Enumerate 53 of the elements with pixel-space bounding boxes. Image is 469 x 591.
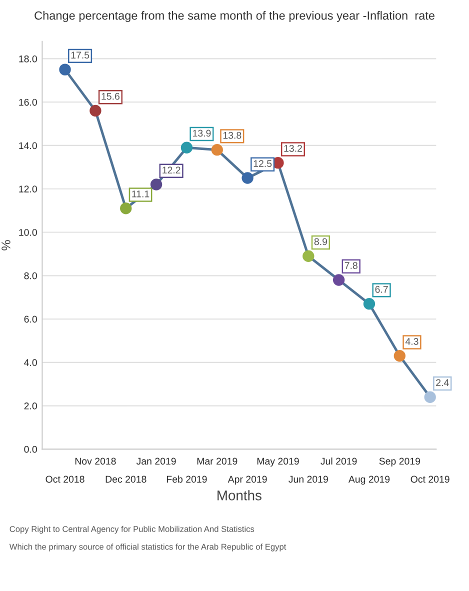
x-tick-label: Sep 2019 — [379, 458, 420, 467]
x-tick-label: Jan 2019 — [136, 458, 176, 465]
point — [120, 202, 132, 214]
data-label: 4.3 — [405, 338, 418, 345]
x-axis-title: Months — [218, 490, 262, 500]
data-label: 2.4 — [436, 379, 449, 386]
point — [90, 104, 102, 117]
data-label: 7.8 — [344, 262, 358, 269]
point — [242, 172, 254, 184]
y-tick-label: 16.0 — [19, 98, 37, 106]
y-tick-label: 4.0 — [24, 359, 37, 366]
data-label: 13.2 — [284, 144, 302, 152]
point — [363, 298, 376, 310]
y-tick-label: 18.0 — [19, 55, 37, 62]
data-label: 11.1 — [132, 190, 150, 198]
data-label: 8.9 — [314, 238, 328, 246]
x-tick-label: Apr 2019 — [228, 476, 267, 485]
point — [180, 142, 193, 154]
point — [211, 144, 223, 156]
data-label: 15.6 — [102, 92, 120, 100]
x-tick-label: May 2019 — [257, 458, 299, 467]
text: Which the primary source of official statistics for the Arab Republic of Egypt — [9, 544, 286, 552]
y-tick-label: 12.0 — [19, 186, 37, 192]
x-tick-label: Nov 2018 — [75, 458, 116, 465]
point — [394, 350, 406, 362]
x-tick-label: Jul 2019 — [320, 457, 357, 465]
x-tick-label: Oct 2019 — [410, 476, 450, 483]
y-tick-label: 10.0 — [19, 228, 37, 236]
point — [332, 274, 345, 286]
y-tick-label: 8.0 — [24, 272, 37, 280]
data-label: 12.2 — [162, 166, 180, 174]
data-label: 13.8 — [223, 132, 242, 139]
x-tick-label: Mar 2019 — [197, 458, 238, 465]
data-label: 13.9 — [193, 130, 211, 137]
y-axis-title: % — [2, 240, 10, 250]
data-label: 12.5 — [254, 160, 272, 168]
point — [302, 250, 314, 262]
text: Copy Right to Central Agency for Public Mobilization And Statistics — [10, 526, 254, 534]
data-label: 6.7 — [375, 286, 388, 293]
y-tick-label: 6.0 — [24, 316, 37, 323]
data-label: 17.5 — [71, 52, 90, 59]
y-tick-label: 0.0 — [24, 446, 37, 453]
x-tick-label: Feb 2019 — [166, 476, 207, 483]
chart-title: Change percentage from the same month of the previous year -Inflation rate — [34, 11, 434, 22]
x-tick-label: Jun 2019 — [288, 476, 328, 483]
y-tick-label: 14.0 — [19, 142, 37, 150]
x-tick-label: Oct 2018 — [46, 476, 84, 483]
x-tick-label: Aug 2019 — [348, 476, 390, 485]
point — [59, 64, 71, 76]
y-tick-label: 2.0 — [24, 402, 37, 410]
x-tick-label: Dec 2018 — [106, 476, 146, 483]
point — [424, 391, 436, 403]
point — [150, 178, 162, 190]
